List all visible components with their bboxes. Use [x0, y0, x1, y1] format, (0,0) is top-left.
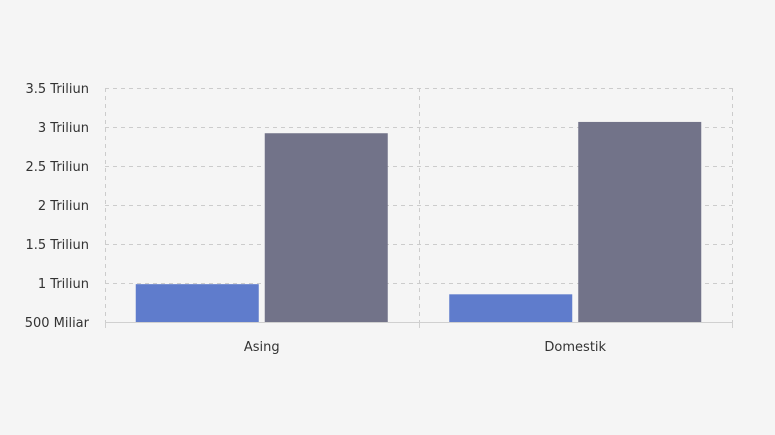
x-tick-label: Domestik [544, 340, 606, 355]
bar-asing-series-1[interactable] [135, 284, 259, 322]
y-tick-label: 3.5 Triliun [26, 82, 90, 97]
grid-layer [105, 88, 733, 322]
y-tick-label: 2 Triliun [38, 199, 89, 214]
y-tick-label: 1.5 Triliun [26, 238, 90, 253]
bar-domestik-series-2[interactable] [578, 121, 702, 323]
y-tick-label: 3 Triliun [38, 121, 89, 136]
label-layer: 500 Miliar 1 Triliun 1.5 Triliun 2 Triliun 2… [25, 82, 607, 355]
bar-asing-series-2[interactable] [264, 133, 388, 322]
y-tick-label: 500 Miliar [25, 316, 90, 331]
bar-domestik-series-1[interactable] [449, 294, 573, 322]
y-tick-label: 1 Triliun [38, 277, 89, 292]
axis-layer [105, 322, 733, 328]
bar-layer [135, 121, 702, 323]
x-tick-label: Asing [244, 340, 280, 355]
y-tick-label: 2.5 Triliun [26, 160, 90, 175]
